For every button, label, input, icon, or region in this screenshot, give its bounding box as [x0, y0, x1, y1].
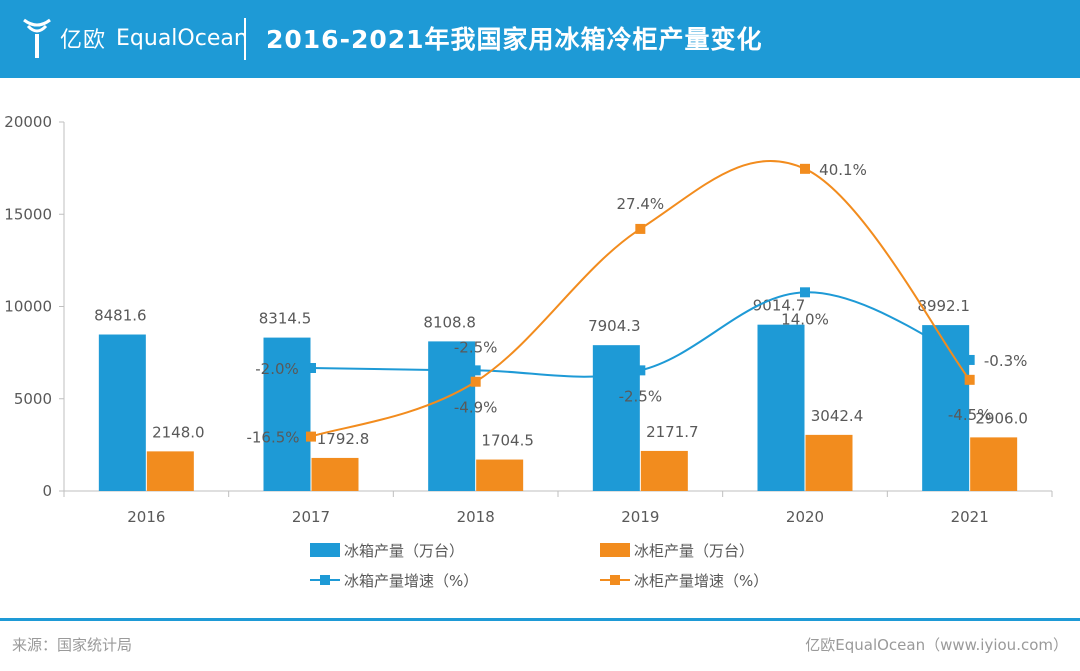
legend-label: 冰箱产量增速（%）: [344, 572, 478, 590]
bar: [592, 345, 640, 491]
bar-data-label: 8314.5: [259, 310, 312, 328]
legend-label: 冰箱产量（万台）: [344, 542, 464, 560]
line-point: [470, 365, 481, 376]
bar-data-label: 8108.8: [423, 313, 476, 331]
line-point: [306, 363, 316, 373]
line-data-label: -2.0%: [255, 360, 299, 378]
bar-data-label: 2148.0: [152, 423, 205, 441]
legend-swatch: [310, 543, 340, 557]
line-point: [800, 163, 810, 174]
line-data-label: 14.0%: [781, 310, 829, 328]
line-point: [635, 223, 646, 234]
bar: [970, 437, 1018, 491]
y-tick-label: 20000: [4, 113, 52, 131]
bar-data-label: 7904.3: [588, 317, 641, 335]
credit-note: 亿欧EqualOcean（www.iyiou.com）: [805, 636, 1068, 654]
x-tick-label: 2018: [457, 508, 495, 526]
line-point: [964, 354, 975, 365]
line-point: [470, 376, 481, 387]
bar: [311, 457, 359, 491]
equalocean-logo-icon: [23, 18, 51, 58]
bar: [922, 325, 970, 491]
header-banner: 亿欧 EqualOcean 2016-2021年我国家用冰箱冷柜产量变化: [0, 0, 1080, 78]
bar-data-label: 1792.8: [317, 430, 370, 448]
x-tick-label: 2017: [292, 508, 330, 526]
bar: [98, 334, 146, 491]
line-data-label: -2.5%: [454, 338, 498, 356]
source-note: 来源：国家统计局: [12, 636, 133, 654]
header-divider: [244, 18, 246, 60]
x-tick-label: 2016: [127, 508, 165, 526]
y-tick-label: 10000: [4, 298, 52, 316]
bar: [263, 337, 311, 491]
logo-text-cn: 亿欧: [60, 28, 107, 53]
y-tick-label: 5000: [14, 390, 52, 408]
y-tick-label: 15000: [4, 205, 52, 223]
logo: 亿欧 EqualOcean: [22, 12, 248, 64]
legend-label: 冰柜产量（万台）: [634, 542, 754, 560]
bar: [146, 451, 194, 491]
line-data-label: -2.5%: [619, 387, 663, 405]
bar: [640, 450, 688, 491]
logo-text-en: EqualOcean: [116, 25, 248, 51]
bar-data-label: 1704.5: [481, 432, 534, 450]
line-data-label: 27.4%: [617, 195, 665, 213]
production-chart: 0 5000 10000 15000 20000 2016 2017 2018 2019 2020…: [4, 113, 1053, 590]
bar-data-label: 8992.1: [917, 297, 970, 315]
y-tick-label: 0: [42, 482, 52, 500]
bar: [428, 341, 476, 491]
bar-data-label: 2171.7: [646, 423, 699, 441]
bar-data-label: 3042.4: [811, 407, 864, 425]
x-tick-label: 2020: [786, 508, 824, 526]
bar-data-label: 2906.0: [975, 409, 1028, 427]
line-data-label: -0.3%: [984, 352, 1028, 370]
legend-swatch: [600, 543, 630, 557]
series-line: [310, 291, 971, 378]
line-data-label: -16.5%: [246, 429, 299, 447]
x-tick-label: 2021: [951, 508, 989, 526]
legend-marker: [610, 575, 620, 585]
line-point: [306, 431, 316, 442]
line-data-label: 40.1%: [819, 161, 867, 179]
legend-label: 冰柜产量增速（%）: [634, 572, 768, 590]
line-point: [635, 365, 646, 376]
bar-data-label: 8481.6: [94, 307, 147, 325]
footer-divider: [0, 618, 1080, 621]
line-point: [800, 287, 810, 298]
bar: [476, 459, 524, 491]
legend-marker: [320, 575, 330, 585]
x-tick-label: 2019: [621, 508, 659, 526]
page-title: 2016-2021年我国家用冰箱冷柜产量变化: [266, 25, 763, 54]
line-data-label: -4.9%: [454, 399, 498, 417]
bar: [757, 324, 805, 491]
line-point: [964, 374, 975, 385]
bar: [805, 434, 853, 491]
line-data-label: -4.5%: [948, 406, 992, 424]
